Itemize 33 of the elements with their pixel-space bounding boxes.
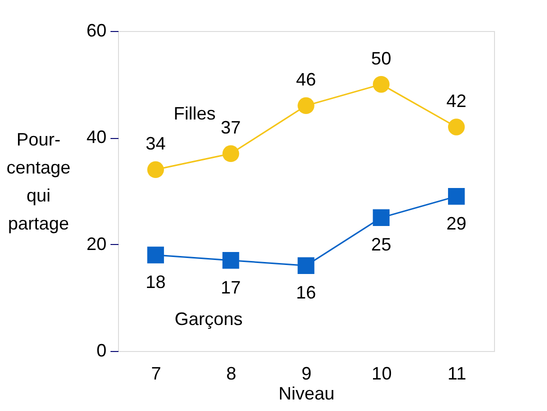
y-tick-label: 40	[86, 127, 106, 148]
data-label: 37	[220, 118, 241, 138]
data-label: 16	[296, 282, 316, 303]
data-label: 46	[296, 70, 316, 90]
data-label: 34	[146, 134, 166, 154]
y-axis-title: Pour- centage qui partage	[6, 130, 71, 234]
data-label: 18	[146, 272, 166, 292]
point	[298, 97, 314, 114]
x-tick-label: 8	[226, 364, 236, 384]
point	[372, 209, 390, 226]
point	[147, 246, 164, 264]
point	[372, 76, 390, 93]
point	[448, 118, 465, 136]
data-label: 25	[371, 234, 392, 255]
point	[222, 145, 240, 162]
point	[448, 188, 465, 205]
x-tick-label: 11	[448, 364, 466, 384]
text: Garçons	[174, 309, 243, 329]
series-label: Filles	[174, 104, 216, 124]
y-tick-label: 20	[86, 234, 106, 254]
y-tick-label: 60	[86, 20, 106, 40]
data-label: 42	[446, 91, 466, 111]
data-label: 50	[371, 48, 392, 68]
x-axis-title: Niveau	[278, 384, 335, 404]
data-label: 17	[220, 277, 241, 298]
data-label: 29	[446, 213, 466, 234]
x-tick-label: 10	[372, 364, 392, 384]
x-tick-label: 9	[301, 364, 312, 384]
point	[222, 252, 240, 269]
x-tick-label: 7	[151, 364, 162, 384]
point	[298, 257, 314, 274]
y-tick-label: 0	[96, 340, 106, 360]
point	[147, 161, 164, 178]
